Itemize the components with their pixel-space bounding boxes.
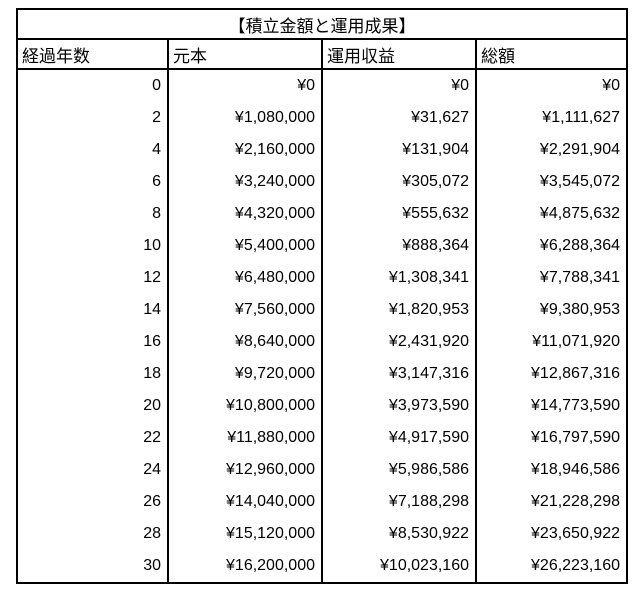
total-amount-cell: ¥1,111,627 (475, 102, 628, 134)
total-amount-cell: ¥4,875,632 (475, 198, 628, 230)
total-amount-cell: ¥6,288,364 (475, 230, 628, 262)
principal-cell: ¥8,640,000 (167, 326, 323, 358)
total-amount-cell: ¥23,650,922 (475, 518, 628, 550)
investment-returns-cell: ¥7,188,298 (321, 486, 477, 518)
table-row: 16 ¥8,640,000 ¥2,431,920 ¥11,071,920 (16, 326, 628, 358)
elapsed-years-cell: 10 (16, 230, 169, 262)
investment-returns-cell: ¥8,530,922 (321, 518, 477, 550)
elapsed-years-cell: 0 (16, 69, 169, 102)
principal-cell: ¥3,240,000 (167, 166, 323, 198)
column-header-investment-returns: 運用収益 (321, 38, 477, 70)
total-amount-cell: ¥21,228,298 (475, 486, 628, 518)
title-row: 【積立金額と運用成果】 (17, 9, 627, 40)
principal-cell: ¥1,080,000 (167, 102, 323, 134)
investment-returns-cell: ¥5,986,586 (321, 454, 477, 486)
elapsed-years-cell: 4 (16, 134, 169, 166)
principal-cell: ¥11,880,000 (167, 422, 323, 454)
elapsed-years-cell: 2 (16, 102, 169, 134)
elapsed-years-cell: 8 (16, 198, 169, 230)
table-row: 26 ¥14,040,000 ¥7,188,298 ¥21,228,298 (16, 486, 628, 518)
table-row: 4 ¥2,160,000 ¥131,904 ¥2,291,904 (16, 134, 628, 166)
principal-cell: ¥4,320,000 (167, 198, 323, 230)
elapsed-years-cell: 14 (16, 294, 169, 326)
table-body: 0 ¥0 ¥0 ¥0 2 ¥1,080,000 ¥31,627 ¥1,111,627 4 ¥2,1… (16, 69, 628, 583)
investment-returns-cell: ¥1,820,953 (321, 294, 477, 326)
investment-returns-cell: ¥10,023,160 (321, 550, 477, 583)
total-amount-cell: ¥12,867,316 (475, 358, 628, 390)
table-row: 22 ¥11,880,000 ¥4,917,590 ¥16,797,590 (16, 422, 628, 454)
elapsed-years-cell: 22 (16, 422, 169, 454)
table-row: 0 ¥0 ¥0 ¥0 (16, 69, 628, 102)
total-amount-cell: ¥7,788,341 (475, 262, 628, 294)
investment-returns-cell: ¥305,072 (321, 166, 477, 198)
elapsed-years-cell: 6 (16, 166, 169, 198)
total-amount-cell: ¥26,223,160 (475, 550, 628, 583)
principal-cell: ¥9,720,000 (167, 358, 323, 390)
column-header-total-amount: 総額 (475, 38, 628, 70)
investment-results-table: 【積立金額と運用成果】 経過年数 元本 運用収益 総額 0 ¥0 ¥0 ¥0 2 ¥1,0… (16, 8, 628, 584)
elapsed-years-cell: 20 (16, 390, 169, 422)
principal-cell: ¥16,200,000 (167, 550, 323, 583)
principal-cell: ¥15,120,000 (167, 518, 323, 550)
page: 【積立金額と運用成果】 経過年数 元本 運用収益 総額 0 ¥0 ¥0 ¥0 2 ¥1,0… (16, 8, 628, 584)
elapsed-years-cell: 16 (16, 326, 169, 358)
table-row: 24 ¥12,960,000 ¥5,986,586 ¥18,946,586 (16, 454, 628, 486)
table-row: 20 ¥10,800,000 ¥3,973,590 ¥14,773,590 (16, 390, 628, 422)
principal-cell: ¥0 (167, 69, 323, 102)
table-row: 30 ¥16,200,000 ¥10,023,160 ¥26,223,160 (16, 550, 628, 583)
investment-returns-cell: ¥31,627 (321, 102, 477, 134)
table-row: 12 ¥6,480,000 ¥1,308,341 ¥7,788,341 (16, 262, 628, 294)
principal-cell: ¥5,400,000 (167, 230, 323, 262)
elapsed-years-cell: 26 (16, 486, 169, 518)
investment-returns-cell: ¥3,973,590 (321, 390, 477, 422)
investment-returns-cell: ¥888,364 (321, 230, 477, 262)
total-amount-cell: ¥18,946,586 (475, 454, 628, 486)
principal-cell: ¥6,480,000 (167, 262, 323, 294)
total-amount-cell: ¥14,773,590 (475, 390, 628, 422)
table-row: 28 ¥15,120,000 ¥8,530,922 ¥23,650,922 (16, 518, 628, 550)
header-row: 経過年数 元本 運用収益 総額 (16, 38, 628, 70)
total-amount-cell: ¥0 (475, 69, 628, 102)
table-title: 【積立金額と運用成果】 (17, 9, 627, 40)
total-amount-cell: ¥2,291,904 (475, 134, 628, 166)
column-header-elapsed-years: 経過年数 (16, 38, 169, 70)
table-row: 18 ¥9,720,000 ¥3,147,316 ¥12,867,316 (16, 358, 628, 390)
investment-returns-cell: ¥0 (321, 69, 477, 102)
column-header-principal: 元本 (167, 38, 323, 70)
principal-cell: ¥2,160,000 (167, 134, 323, 166)
principal-cell: ¥7,560,000 (167, 294, 323, 326)
total-amount-cell: ¥3,545,072 (475, 166, 628, 198)
elapsed-years-cell: 30 (16, 550, 169, 583)
table-row: 8 ¥4,320,000 ¥555,632 ¥4,875,632 (16, 198, 628, 230)
table-row: 10 ¥5,400,000 ¥888,364 ¥6,288,364 (16, 230, 628, 262)
investment-returns-cell: ¥131,904 (321, 134, 477, 166)
elapsed-years-cell: 24 (16, 454, 169, 486)
table-row: 14 ¥7,560,000 ¥1,820,953 ¥9,380,953 (16, 294, 628, 326)
principal-cell: ¥12,960,000 (167, 454, 323, 486)
investment-returns-cell: ¥555,632 (321, 198, 477, 230)
total-amount-cell: ¥16,797,590 (475, 422, 628, 454)
total-amount-cell: ¥9,380,953 (475, 294, 628, 326)
investment-returns-cell: ¥1,308,341 (321, 262, 477, 294)
table-row: 2 ¥1,080,000 ¥31,627 ¥1,111,627 (16, 102, 628, 134)
investment-returns-cell: ¥2,431,920 (321, 326, 477, 358)
total-amount-cell: ¥11,071,920 (475, 326, 628, 358)
elapsed-years-cell: 28 (16, 518, 169, 550)
investment-returns-cell: ¥3,147,316 (321, 358, 477, 390)
principal-cell: ¥14,040,000 (167, 486, 323, 518)
principal-cell: ¥10,800,000 (167, 390, 323, 422)
elapsed-years-cell: 12 (16, 262, 169, 294)
elapsed-years-cell: 18 (16, 358, 169, 390)
table-row: 6 ¥3,240,000 ¥305,072 ¥3,545,072 (16, 166, 628, 198)
investment-returns-cell: ¥4,917,590 (321, 422, 477, 454)
